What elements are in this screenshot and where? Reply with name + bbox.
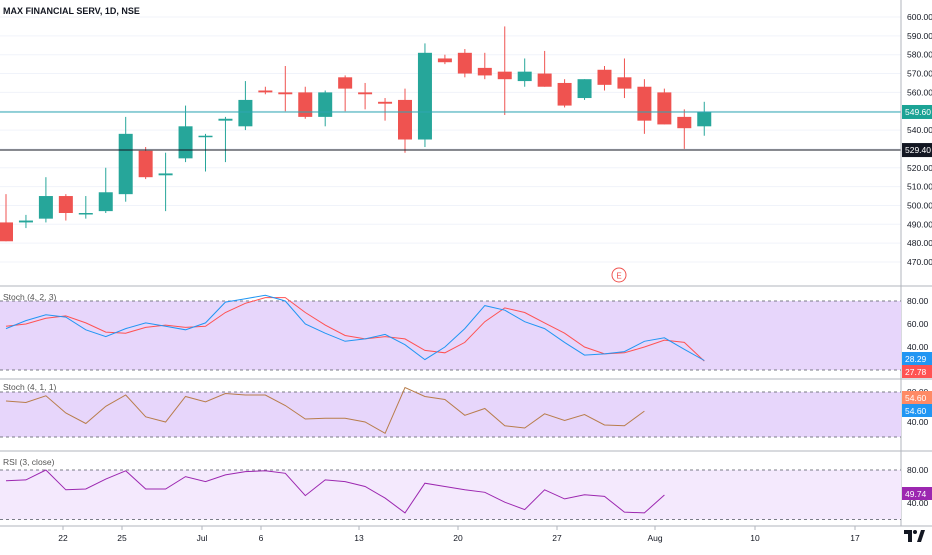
candle-down (358, 92, 373, 95)
price-tick-label: 470.00 (907, 257, 932, 267)
earnings-marker-label: E (616, 272, 621, 281)
candle-down (597, 69, 612, 85)
stoch1-tick-label: 60.00 (907, 319, 929, 329)
stoch1-d-line (5, 297, 705, 362)
candle-up (98, 192, 113, 212)
stoch2-line (5, 386, 645, 435)
candle-up (577, 79, 592, 99)
stoch1-k-line (5, 294, 705, 361)
candle-down (437, 58, 452, 63)
price-tick-label: 490.00 (907, 219, 932, 229)
rsi-band (0, 470, 901, 520)
price-tick-label: 500.00 (907, 200, 932, 210)
candle-down (0, 222, 13, 242)
stoch2-b-value: 54.60 (905, 406, 927, 416)
price-tick-label: 560.00 (907, 87, 932, 97)
candle-up (18, 220, 33, 223)
x-tick-label: 27 (552, 533, 562, 543)
candle-down (537, 73, 552, 87)
stoch1-d-badge (902, 365, 932, 378)
rsi-tick-label: 40.00 (907, 498, 929, 508)
stoch2-title: Stoch (4, 1, 1) (3, 382, 57, 392)
x-tick-label: Aug (647, 533, 662, 543)
candle-up (78, 213, 93, 215)
candle-down (398, 99, 412, 140)
candle-down (677, 116, 692, 129)
price-tick-label: 540.00 (907, 125, 932, 135)
level-price-badge (902, 143, 932, 158)
candle-down (657, 92, 672, 125)
tradingview-logo (903, 528, 925, 544)
current-price-badge (902, 104, 932, 119)
price-tick-label: 580.00 (907, 50, 932, 60)
earnings-marker-icon[interactable] (611, 267, 627, 283)
candle-down (338, 77, 353, 89)
candle-up (318, 92, 333, 117)
x-tick-label: 25 (117, 533, 127, 543)
stoch1-title: Stoch (4, 2, 3) (3, 292, 57, 302)
candle-down (557, 82, 572, 106)
stoch1-tick-label: 40.00 (907, 342, 929, 352)
level-price-label: 529.40 (905, 145, 931, 155)
stoch2-b-badge (902, 404, 932, 417)
rsi-badge (902, 487, 932, 500)
x-tick-label: 17 (850, 533, 860, 543)
candle-up (118, 133, 133, 195)
x-tick-label: 13 (354, 533, 364, 543)
stoch1-d-value: 27.78 (905, 367, 927, 377)
candle-down (138, 150, 153, 178)
price-tick-label: 590.00 (907, 31, 932, 41)
candle-down (457, 52, 472, 74)
candle-down (258, 90, 273, 93)
stoch1-tick-label: 80.00 (907, 296, 929, 306)
candle-down (617, 77, 632, 89)
price-tick-label: 520.00 (907, 163, 932, 173)
stoch2-tick-label: 40.00 (907, 417, 929, 427)
price-tick-label: 600.00 (907, 12, 932, 22)
candle-down (497, 71, 512, 80)
candle-down (477, 67, 492, 76)
stoch2-a-value: 54.60 (905, 393, 927, 403)
candle-up (218, 118, 233, 121)
candle-down (378, 101, 393, 104)
candle-up (238, 99, 253, 127)
rsi-title: RSI (3, close) (3, 457, 55, 467)
candle-up (697, 111, 712, 127)
stoch2-band (0, 392, 901, 437)
stoch1-band (0, 301, 901, 370)
candle-down (58, 196, 73, 213)
candle-up (198, 135, 213, 138)
x-tick-label: 6 (259, 533, 264, 543)
rsi-line (5, 469, 665, 514)
stoch2-a-badge (902, 391, 932, 404)
x-tick-label: 20 (453, 533, 463, 543)
candle-up (178, 126, 193, 159)
candle-up (158, 173, 173, 176)
candle-down (637, 86, 652, 121)
price-tick-label: 570.00 (907, 69, 932, 79)
chart-title: MAX FINANCIAL SERV, 1D, NSE (3, 6, 140, 16)
candle-up (517, 71, 532, 82)
stoch1-k-value: 28.29 (905, 354, 927, 364)
rsi-tick-label: 80.00 (907, 465, 929, 475)
candle-down (278, 92, 293, 95)
x-tick-label: 22 (58, 533, 68, 543)
price-tick-label: 510.00 (907, 182, 932, 192)
candle-down (298, 92, 313, 117)
rsi-value: 49.74 (905, 489, 927, 499)
x-tick-label: Jul (197, 533, 208, 543)
price-tick-label: 480.00 (907, 238, 932, 248)
current-price-label: 549.60 (905, 107, 931, 117)
stoch1-k-badge (902, 352, 932, 365)
candle-up (417, 52, 432, 140)
candle-up (38, 196, 53, 219)
x-tick-label: 10 (750, 533, 760, 543)
